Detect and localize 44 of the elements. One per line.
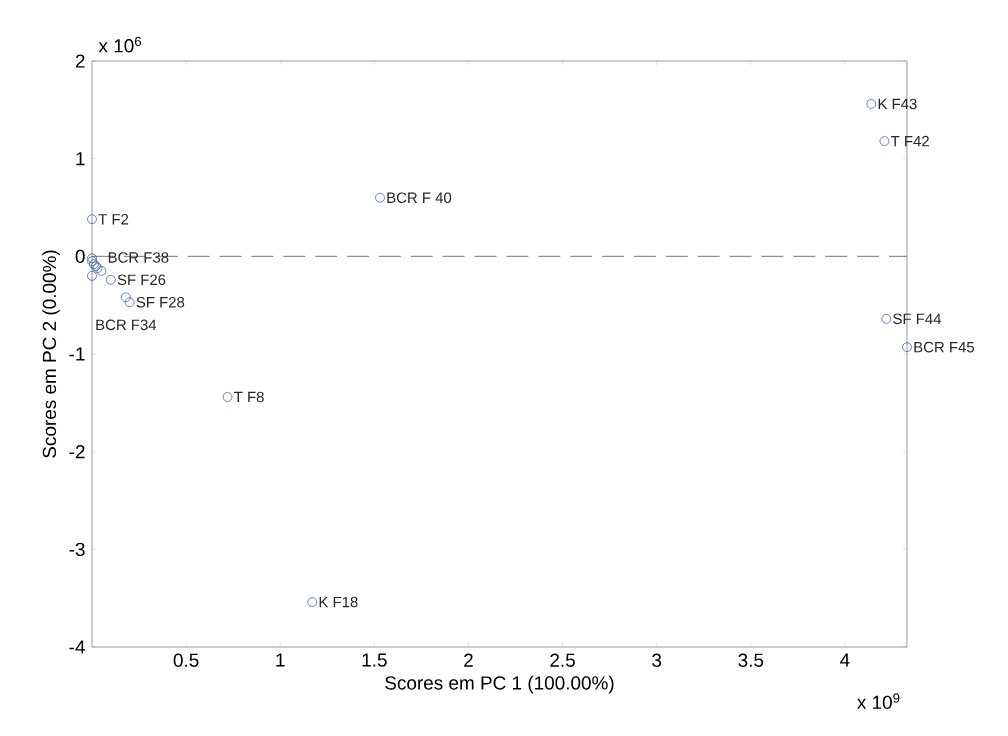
annotation: SF F28 xyxy=(136,296,185,308)
y-tick-label: -4 xyxy=(69,640,85,654)
annotation: BCR F38 xyxy=(108,252,169,263)
point xyxy=(124,297,135,308)
point xyxy=(96,266,107,276)
x-tick-label: 4 xyxy=(840,653,850,667)
x-tick-label: 1 xyxy=(276,653,285,667)
y-tick-label: -2 xyxy=(69,445,85,459)
annotation: SF F44 xyxy=(893,313,942,325)
annotation: T F42 xyxy=(890,135,929,147)
text: x 10$^{6}$ xyxy=(98,36,142,53)
x-tick-label: 3 xyxy=(652,653,662,667)
point xyxy=(105,274,116,285)
x-tick-label: 1.5 xyxy=(362,653,387,667)
annotation: K F18 xyxy=(319,596,358,608)
point xyxy=(866,99,877,109)
y-axis-title: Scores em PC 2 (0.00%) xyxy=(42,250,60,458)
annotation: T F2 xyxy=(98,214,129,225)
point xyxy=(222,392,233,402)
point xyxy=(375,192,385,203)
point xyxy=(902,342,912,352)
point xyxy=(307,597,318,607)
point xyxy=(87,214,97,225)
y-tick-label: -1 xyxy=(69,347,85,361)
annotation: SF F26 xyxy=(117,274,166,286)
annotation: K F43 xyxy=(878,98,917,110)
annotation: BCR F34 xyxy=(96,319,157,331)
annotation: BCR F45 xyxy=(914,341,975,353)
annotation: T F8 xyxy=(234,391,264,403)
x-axis-title: Scores em PC 1 (100.00%) xyxy=(385,675,614,694)
y-tick-label: 0 xyxy=(75,249,85,264)
x-tick-label: 2.5 xyxy=(550,653,575,667)
annotation: BCR F 40 xyxy=(387,192,452,204)
point xyxy=(881,314,892,324)
text: x 10$^{9}$ xyxy=(857,693,900,710)
x-tick-label: 2 xyxy=(464,653,473,667)
x-tick-label: 0.5 xyxy=(173,653,199,667)
y-tick-label: 1 xyxy=(76,152,85,166)
point xyxy=(121,292,131,303)
y-tick-label: -3 xyxy=(69,542,85,557)
point xyxy=(87,271,97,281)
x-tick-label: 3.5 xyxy=(738,653,764,667)
y-tick-label: 2 xyxy=(75,54,85,68)
point xyxy=(879,136,890,146)
